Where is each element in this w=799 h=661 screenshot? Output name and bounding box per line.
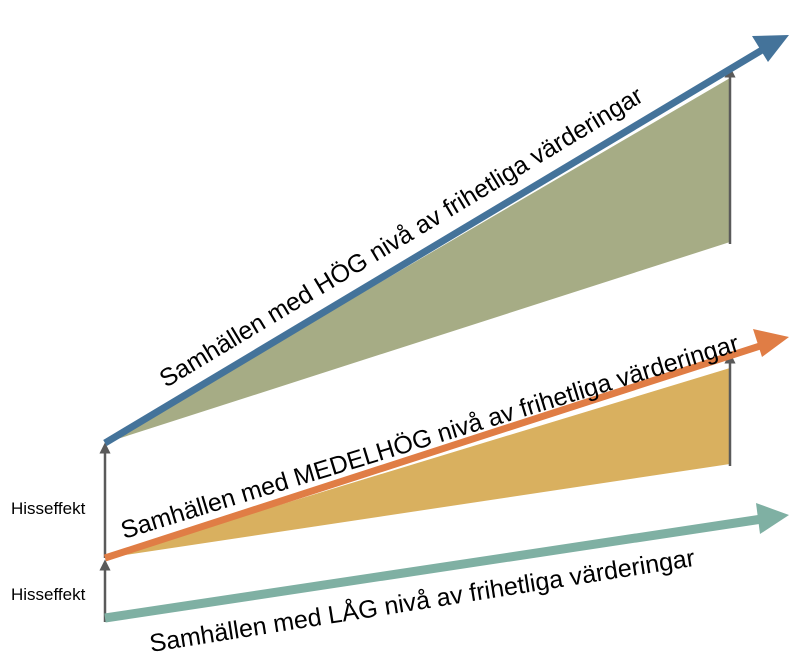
medium-trend-arrowhead xyxy=(753,329,789,357)
medium-trend-arrow-shaft xyxy=(103,342,762,562)
low-trend-arrowhead xyxy=(756,503,789,534)
high-trend-arrow-shaft xyxy=(103,46,764,447)
lift-effect-lower-label: Hisseffekt xyxy=(11,585,86,604)
low-trend-arrow-shaft xyxy=(104,514,763,623)
lift-effect-upper-label: Hisseffekt xyxy=(11,499,86,518)
high-trend-arrowhead xyxy=(752,35,789,62)
